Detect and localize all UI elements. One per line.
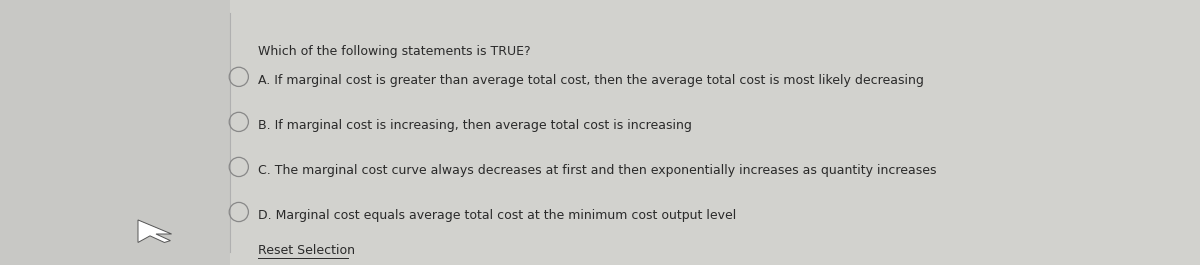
Bar	[0, 0, 230, 265]
Text: Which of the following statements is TRUE?: Which of the following statements is TRU…	[258, 45, 530, 58]
Text: Reset Selection: Reset Selection	[258, 244, 355, 257]
Text: A. If marginal cost is greater than average total cost, then the average total c: A. If marginal cost is greater than aver…	[258, 74, 924, 87]
Text: B. If marginal cost is increasing, then average total cost is increasing: B. If marginal cost is increasing, then …	[258, 119, 692, 132]
Text: C. The marginal cost curve always decreases at first and then exponentially incr: C. The marginal cost curve always decrea…	[258, 164, 936, 177]
Text: D. Marginal cost equals average total cost at the minimum cost output level: D. Marginal cost equals average total co…	[258, 209, 737, 222]
